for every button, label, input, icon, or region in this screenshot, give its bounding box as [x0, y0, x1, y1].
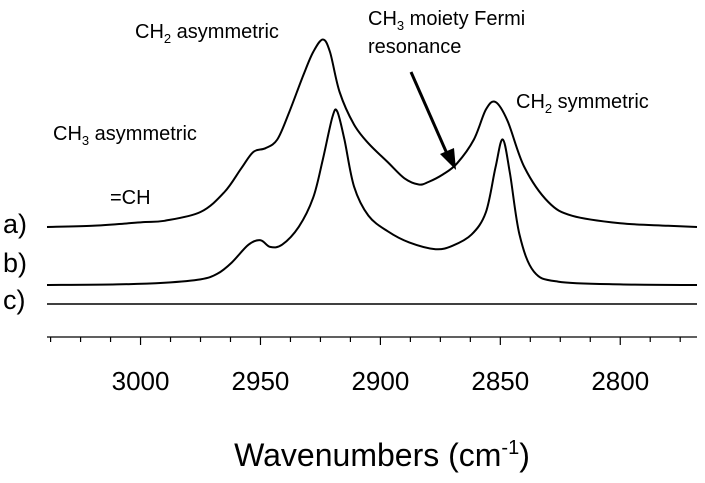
annotation-arrow-line: [409, 71, 450, 157]
annotation-eq-ch: =CH: [110, 187, 151, 209]
spectra-traces: [46, 38, 698, 305]
annotation-ch2-symmetric: CH2 symmetric: [516, 91, 649, 116]
x-tick-label: 2950: [232, 366, 290, 396]
series-label-b: b): [3, 248, 27, 278]
series-label-c: c): [3, 285, 26, 315]
annotation-arrow-head: [440, 148, 456, 170]
annotation-ch3-asymmetric: CH3 asymmetric: [53, 123, 197, 148]
x-tick-label: 2850: [471, 366, 529, 396]
x-tick-label: 3000: [112, 366, 170, 396]
spectrum-trace-a: [46, 38, 698, 228]
spectrum-trace-b: [46, 108, 698, 286]
annotation-ch3-moiety-fermi: CH3 moiety Fermi: [368, 8, 525, 33]
x-tick-label: 2800: [591, 366, 649, 396]
annotation-resonance: resonance: [368, 36, 461, 58]
x-axis-ticks: 3000 2950 2900 2850 2800: [49, 337, 681, 396]
series-label-a: a): [3, 209, 27, 239]
annotation-ch2-asymmetric: CH2 asymmetric: [135, 21, 279, 46]
x-tick-label: 2900: [351, 366, 409, 396]
x-axis-title: Wavenumbers (cm-1): [234, 437, 530, 473]
